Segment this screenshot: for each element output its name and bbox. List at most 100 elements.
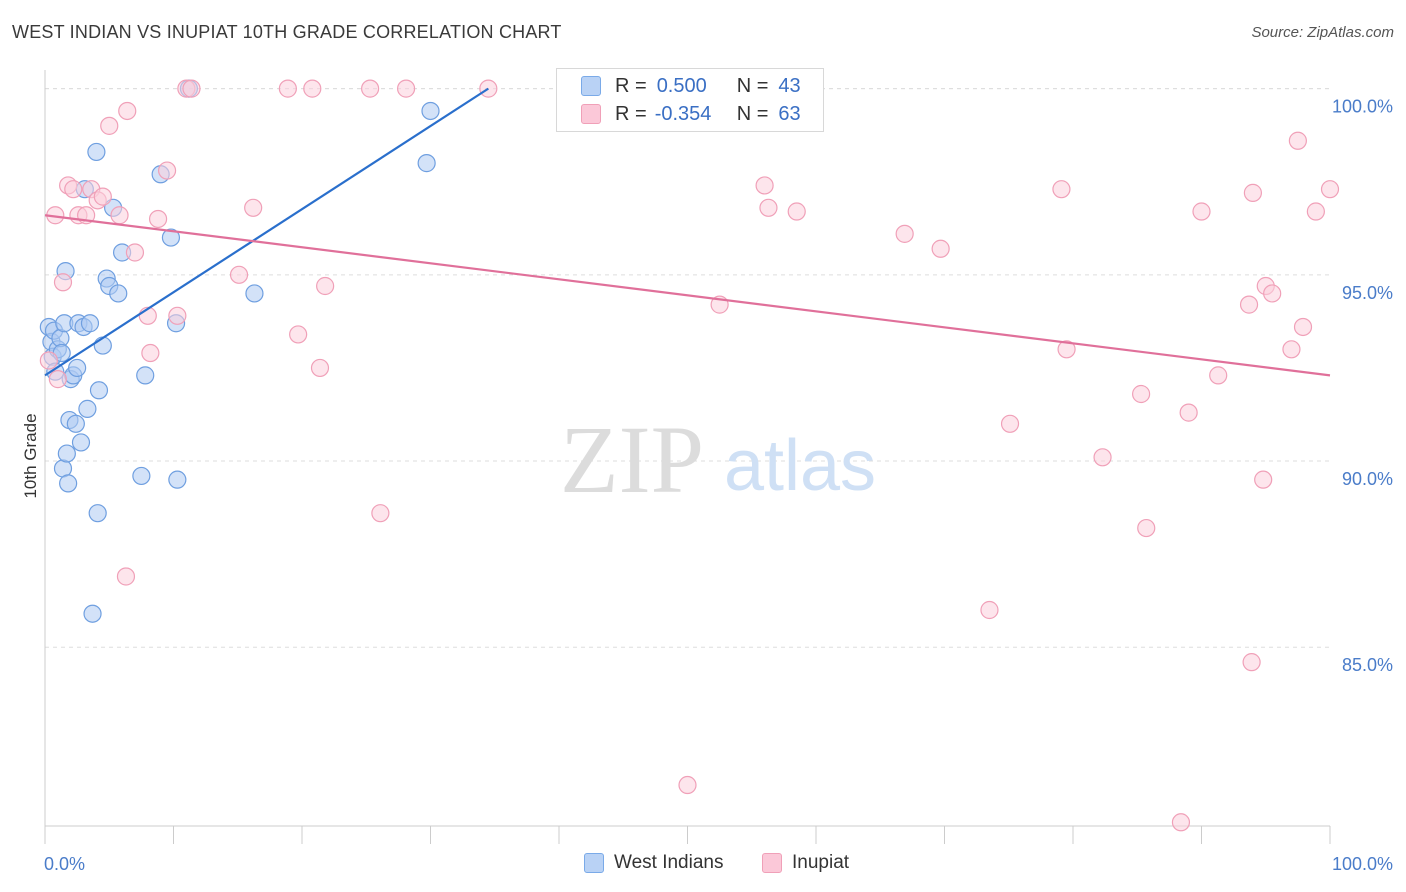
data-point [1306,202,1325,221]
data-point [1293,317,1313,337]
data-point [396,79,416,98]
r-value: 0.500 [656,74,707,97]
legend-item-inupiat[interactable]: Inupiat [762,852,849,874]
data-point [759,198,778,217]
data-point [168,470,187,489]
data-point [1239,295,1259,314]
data-point [229,265,249,284]
data-point [132,466,151,486]
chart-title: WEST INDIAN VS INUPIAT 10TH GRADE CORREL… [12,22,562,42]
data-point [931,239,950,258]
data-point [1320,180,1340,199]
data-point [57,444,76,463]
n-value: 63 [778,102,801,125]
data-point [244,198,263,217]
data-point [1179,403,1198,422]
legend-item-west-indians[interactable]: West Indians [584,852,723,874]
data-point [278,79,297,98]
series-west-indians [39,79,440,623]
data-point [110,206,129,225]
data-point [1263,284,1282,303]
data-point [141,343,160,363]
data-point [1242,653,1261,672]
data-point [116,567,136,586]
data-point [71,433,91,452]
data-point [80,314,100,333]
data-point [125,243,145,262]
legend-label-inupiat: Inupiat [792,852,850,873]
trend-line-inupiat [44,214,1331,377]
data-point [88,504,107,523]
grid-lines [45,88,1330,648]
x-tick-label-max: 100.0% [1332,854,1393,874]
data-point [1243,183,1263,202]
y-axis-label: 10th Grade [21,413,40,498]
data-point [245,284,264,303]
watermark-atlas: atlas [724,426,876,506]
data-point [64,180,83,199]
data-point [1057,340,1076,359]
source-label: Source: ZipAtlas.com [1251,24,1394,41]
data-point [83,604,102,623]
data-point [361,79,380,98]
data-point [303,79,322,98]
data-point [787,202,806,221]
data-point [93,187,112,206]
watermark: ZIP atlas [560,406,876,513]
y-tick-label: 85.0% [1342,655,1393,675]
data-point [421,101,440,121]
stats-row-west-indians: R = 0.500 N = 43 [581,73,801,99]
stats-legend: R = 0.500 N = 43 R = -0.354 N = 63 [556,68,824,132]
data-point [755,176,774,195]
data-point [1192,202,1211,221]
data-point [1288,131,1307,150]
data-point [148,209,168,229]
data-point [161,228,181,247]
r-label: R = [615,102,647,125]
data-point [48,370,67,389]
data-point [68,358,87,378]
data-point [100,116,119,135]
watermark-zip: ZIP [560,406,704,513]
x-tick-label-min: 0.0% [44,854,85,874]
data-point [39,351,58,370]
data-point [109,284,128,303]
data-point [1132,384,1151,404]
n-label: N = [736,74,769,97]
data-point [1093,448,1112,467]
series-legend: West Indians Inupiat [0,852,1406,878]
data-point [1254,470,1273,489]
y-tick-label: 90.0% [1342,469,1393,489]
data-point [980,600,999,620]
r-label: R = [615,74,647,97]
data-point [1000,414,1020,433]
trend-lines [44,87,1331,377]
tick-labels: 85.0% 90.0% 95.0% 100.0% 0.0% 100.0% [44,97,1393,874]
legend-swatch-inupiat [762,853,782,873]
data-point [87,142,106,162]
data-point [1171,813,1191,832]
n-label: N = [736,102,769,125]
data-point [895,224,914,243]
y-tick-label: 100.0% [1332,97,1393,117]
r-value: -0.354 [654,102,712,125]
data-point [1282,340,1301,359]
data-point [53,273,73,292]
n-value: 43 [778,74,801,97]
data-point [89,381,109,400]
data-point [136,366,155,385]
axes [44,70,1331,844]
data-point [310,358,330,378]
data-point [289,325,308,344]
legend-swatch-west-indians [584,853,604,873]
data-point [78,399,97,418]
data-point [157,161,177,180]
data-point [316,276,335,296]
data-point [66,414,85,433]
data-point [118,101,137,121]
swatch-inupiat [581,104,601,124]
y-tick-label: 95.0% [1342,283,1393,303]
data-point [417,154,436,173]
data-point [93,336,112,355]
